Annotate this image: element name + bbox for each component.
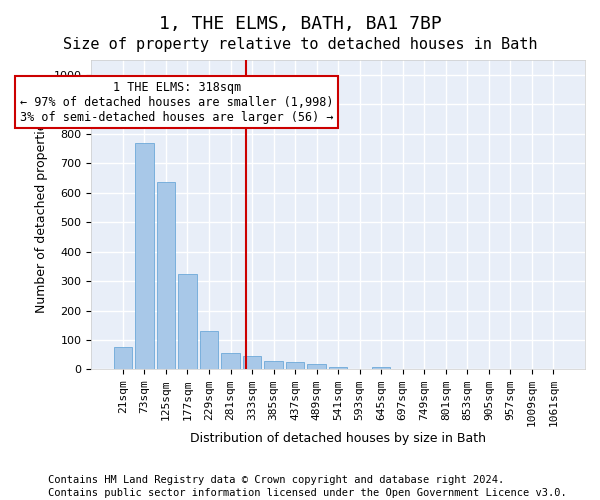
- Bar: [178, 274, 197, 370]
- Text: Contains HM Land Registry data © Crown copyright and database right 2024.: Contains HM Land Registry data © Crown c…: [48, 475, 504, 485]
- Bar: [329, 366, 347, 370]
- Bar: [157, 182, 175, 370]
- Bar: [307, 364, 326, 370]
- Text: 1 THE ELMS: 318sqm
← 97% of detached houses are smaller (1,998)
3% of semi-detac: 1 THE ELMS: 318sqm ← 97% of detached hou…: [20, 80, 334, 124]
- Y-axis label: Number of detached properties: Number of detached properties: [35, 116, 48, 313]
- Bar: [372, 366, 391, 370]
- Text: 1, THE ELMS, BATH, BA1 7BP: 1, THE ELMS, BATH, BA1 7BP: [158, 15, 442, 33]
- Bar: [221, 354, 239, 370]
- Bar: [135, 142, 154, 370]
- Bar: [243, 356, 261, 370]
- Bar: [265, 360, 283, 370]
- Text: Contains public sector information licensed under the Open Government Licence v3: Contains public sector information licen…: [48, 488, 567, 498]
- Text: Size of property relative to detached houses in Bath: Size of property relative to detached ho…: [63, 38, 537, 52]
- Bar: [114, 348, 132, 370]
- Bar: [200, 331, 218, 370]
- X-axis label: Distribution of detached houses by size in Bath: Distribution of detached houses by size …: [190, 432, 486, 445]
- Bar: [286, 362, 304, 370]
